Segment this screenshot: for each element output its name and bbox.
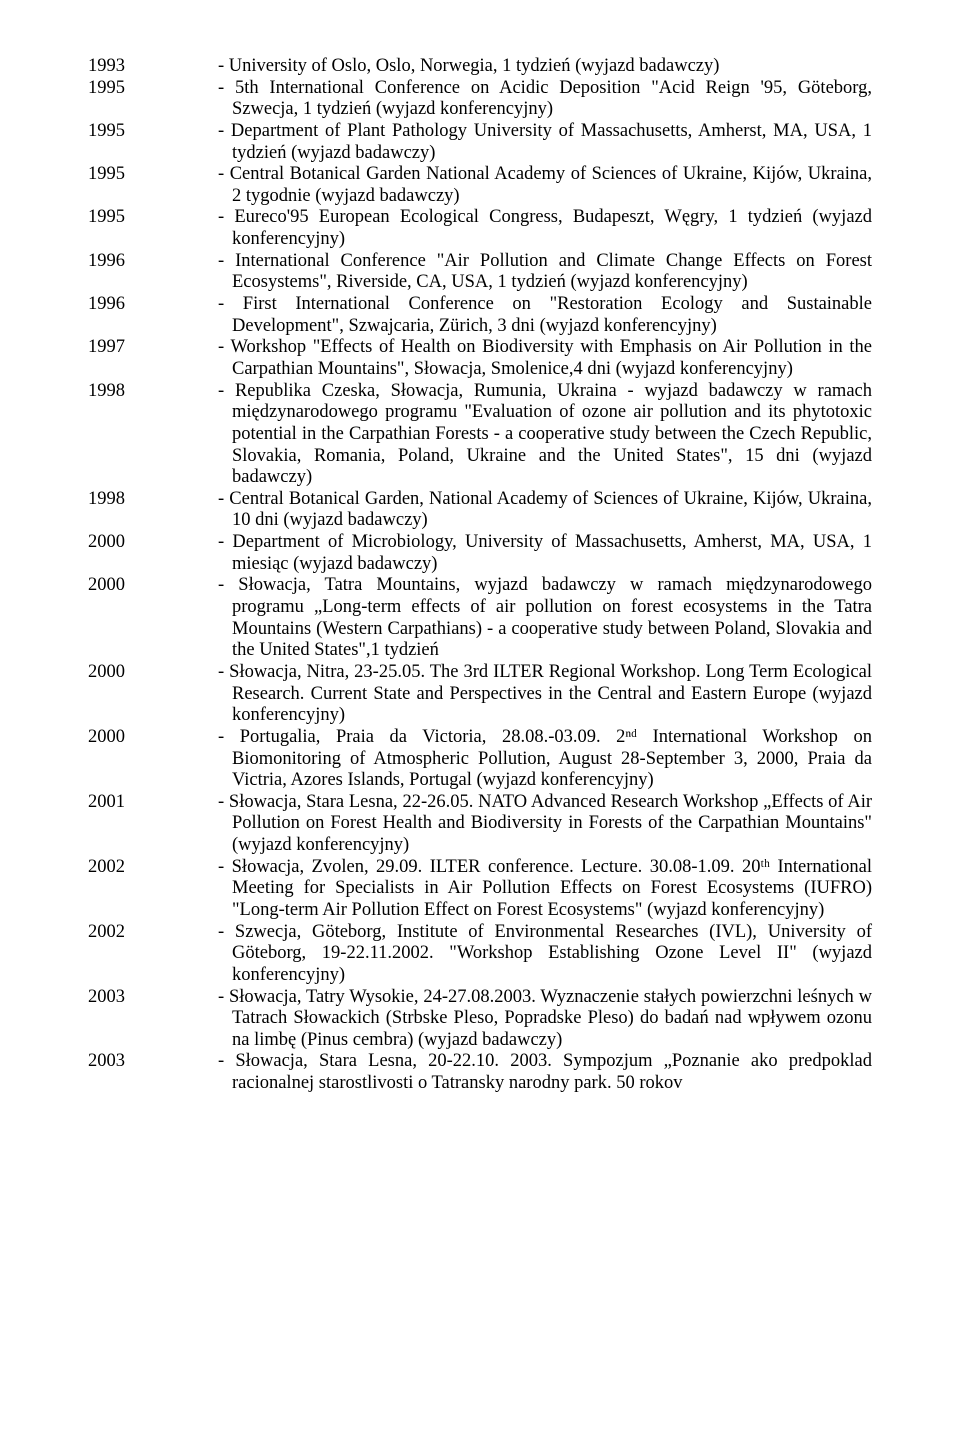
entry-year: 2000	[88, 532, 218, 554]
entry-row: 1995 - Department of Plant Pathology Univ…	[88, 121, 872, 164]
entry-row: 2002 - Szwecja, Göteborg, Institute of En…	[88, 922, 872, 987]
entry-row: 1996 - International Conference "Air Poll…	[88, 251, 872, 294]
entry-description: - Słowacja, Stara Lesna, 22-26.05. NATO …	[232, 792, 872, 857]
entry-year: 1995	[88, 207, 218, 229]
entry-description: - Workshop "Effects of Health on Biodive…	[232, 337, 872, 380]
page-content: 1993 - University of Oslo, Oslo, Norwegia…	[0, 0, 960, 1151]
entry-row: 2003 - Słowacja, Stara Lesna, 20-22.10. 2…	[88, 1051, 872, 1094]
entry-year: 2002	[88, 922, 218, 944]
entry-description: - Szwecja, Göteborg, Institute of Enviro…	[232, 922, 872, 987]
entry-year: 1998	[88, 489, 218, 511]
entry-year: 2000	[88, 727, 218, 749]
entry-description: - Republika Czeska, Słowacja, Rumunia, U…	[232, 381, 872, 489]
entry-year: 1997	[88, 337, 218, 359]
entry-row: 1998 - Republika Czeska, Słowacja, Rumuni…	[88, 381, 872, 489]
entry-row: 2003 - Słowacja, Tatry Wysokie, 24-27.08.…	[88, 987, 872, 1052]
entry-year: 2001	[88, 792, 218, 814]
entry-description: - International Conference "Air Pollutio…	[232, 251, 872, 294]
entry-row: 2002 - Słowacja, Zvolen, 29.09. ILTER con…	[88, 857, 872, 922]
entry-description: - University of Oslo, Oslo, Norwegia, 1 …	[232, 56, 872, 78]
entry-row: 2000 - Słowacja, Tatra Mountains, wyjazd …	[88, 575, 872, 662]
entry-row: 1996 - First International Conference on …	[88, 294, 872, 337]
entry-row: 2001 - Słowacja, Stara Lesna, 22-26.05. N…	[88, 792, 872, 857]
entry-row: 1995 - Central Botanical Garden National …	[88, 164, 872, 207]
entry-description: - Słowacja, Stara Lesna, 20-22.10. 2003.…	[232, 1051, 872, 1094]
entry-row: 2000 - Portugalia, Praia da Victoria, 28.…	[88, 727, 872, 792]
entry-year: 1998	[88, 381, 218, 403]
entry-year: 2002	[88, 857, 218, 879]
entry-description: - Słowacja, Tatra Mountains, wyjazd bada…	[232, 575, 872, 662]
entry-year: 2003	[88, 987, 218, 1009]
entry-description: - Słowacja, Nitra, 23-25.05. The 3rd ILT…	[232, 662, 872, 727]
entry-year: 2003	[88, 1051, 218, 1073]
entry-row: 2000 - Słowacja, Nitra, 23-25.05. The 3rd…	[88, 662, 872, 727]
entry-year: 1996	[88, 251, 218, 273]
entry-description: - 5th International Conference on Acidic…	[232, 78, 872, 121]
entry-description: - Department of Plant Pathology Universi…	[232, 121, 872, 164]
entry-row: 1997 - Workshop "Effects of Health on Bio…	[88, 337, 872, 380]
entry-description: - Department of Microbiology, University…	[232, 532, 872, 575]
entry-year: 1996	[88, 294, 218, 316]
entry-description: - First International Conference on "Res…	[232, 294, 872, 337]
entry-year: 1993	[88, 56, 218, 78]
entry-year: 2000	[88, 575, 218, 597]
entry-description: - Portugalia, Praia da Victoria, 28.08.-…	[232, 727, 872, 792]
entry-description: - Słowacja, Tatry Wysokie, 24-27.08.2003…	[232, 987, 872, 1052]
entry-row: 1995 - 5th International Conference on Ac…	[88, 78, 872, 121]
entry-description: - Central Botanical Garden, National Aca…	[232, 489, 872, 532]
entry-row: 1995 - Eureco'95 European Ecological Cong…	[88, 207, 872, 250]
entry-description: - Central Botanical Garden National Acad…	[232, 164, 872, 207]
entries-list: 1993 - University of Oslo, Oslo, Norwegia…	[88, 56, 872, 1095]
entry-year: 1995	[88, 121, 218, 143]
entry-year: 2000	[88, 662, 218, 684]
entry-row: 2000 - Department of Microbiology, Univer…	[88, 532, 872, 575]
entry-row: 1993 - University of Oslo, Oslo, Norwegia…	[88, 56, 872, 78]
entry-row: 1998 - Central Botanical Garden, National…	[88, 489, 872, 532]
entry-description: - Słowacja, Zvolen, 29.09. ILTER confere…	[232, 857, 872, 922]
entry-year: 1995	[88, 164, 218, 186]
entry-description: - Eureco'95 European Ecological Congress…	[232, 207, 872, 250]
entry-year: 1995	[88, 78, 218, 100]
